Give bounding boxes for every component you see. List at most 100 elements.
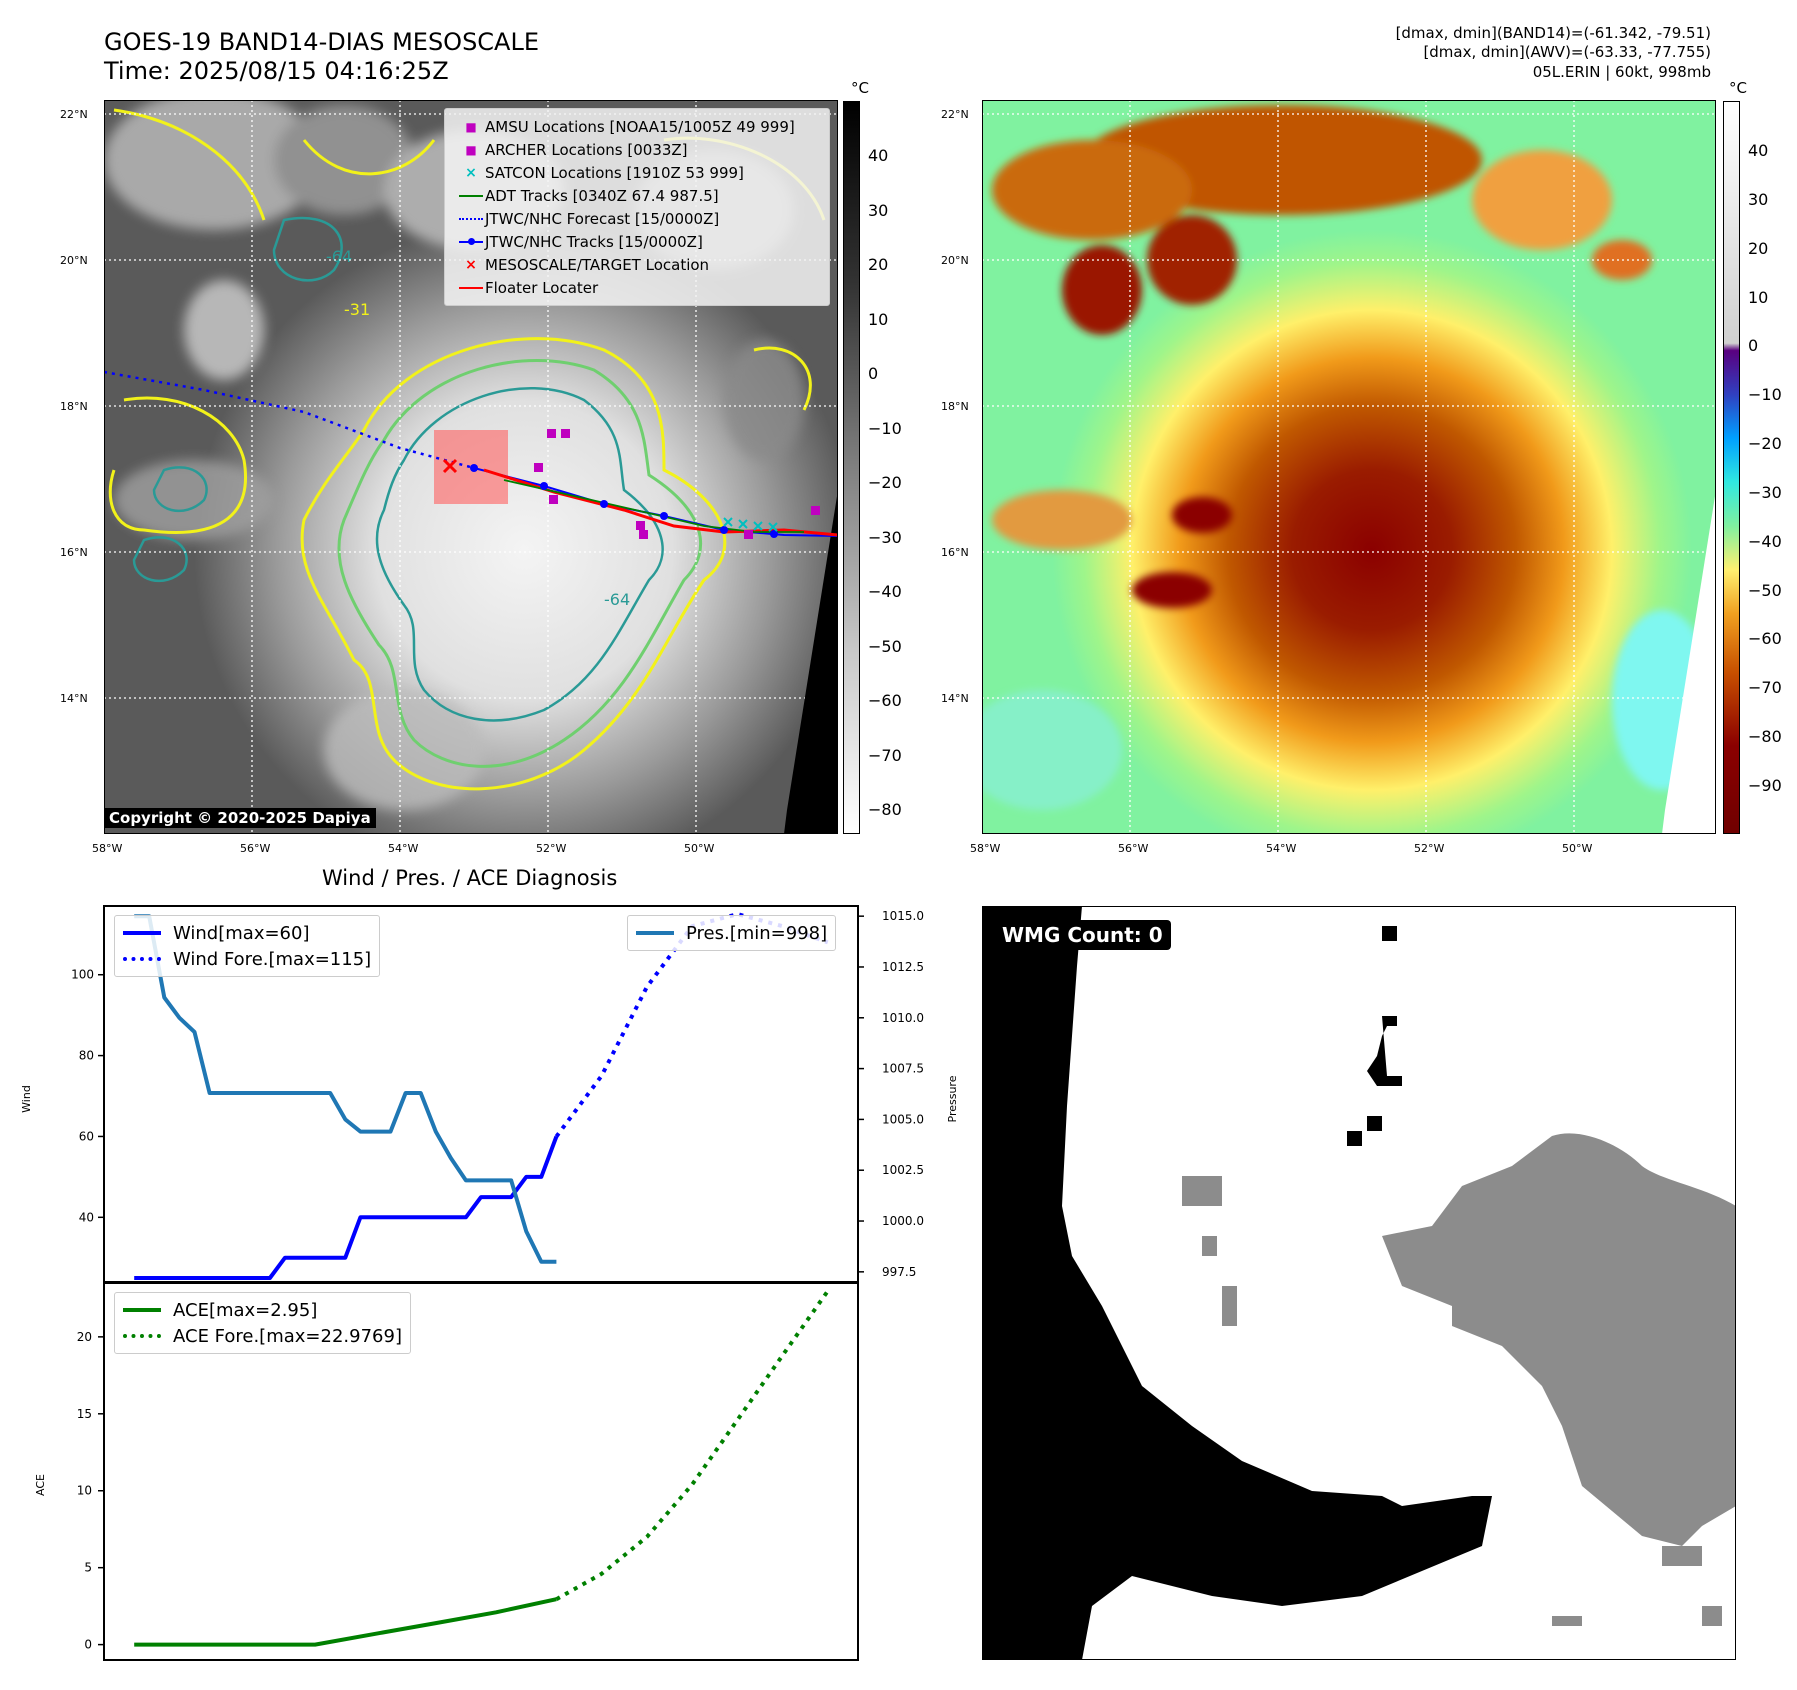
colorbar-tick: 0 [1748, 336, 1759, 356]
lon-label: 50°W [1562, 842, 1593, 855]
pressure-tick-label: 1012.5 [882, 960, 924, 974]
ace-tick-label: 0 [84, 1638, 92, 1652]
colorbar-tick: −90 [1748, 776, 1782, 795]
color-map [962, 99, 1717, 835]
lat-label: 22°N [60, 108, 88, 121]
ace-tick-label: 10 [77, 1484, 92, 1498]
wmg-black-region [982, 906, 1492, 1660]
wind-tick-label: 40 [79, 1210, 94, 1224]
copyright-label: Copyright © 2020-2025 Dapiya [104, 808, 376, 828]
legend-entry-wind-forecast: Wind Fore.[max=115] [123, 946, 371, 972]
wmg-gray-region [1382, 1133, 1736, 1546]
lat-label: 20°N [941, 254, 969, 267]
colorbar-tick: −70 [1748, 678, 1782, 698]
pressure-tick-label: 1007.5 [882, 1062, 924, 1076]
wind-pressure-series-2 [134, 914, 557, 1264]
colorbar-tick: 10 [1748, 287, 1769, 307]
pressure-tick-label: 1015.0 [882, 909, 924, 923]
ace-tick-label: 15 [77, 1407, 92, 1421]
colorbar-tick: 40 [1748, 141, 1769, 160]
lat-label: 18°N [941, 400, 969, 413]
pressure-tick-label: 1000.0 [882, 1214, 924, 1228]
colorbar-tick: 30 [1748, 189, 1769, 209]
wind-tick-label: 60 [79, 1129, 94, 1143]
info-band14: [dmax, dmin](BAND14)=(-61.342, -79.51) [1395, 24, 1711, 42]
legend-entry-amsu: ■ AMSU Locations [NOAA15/1005Z 49 999] [465, 117, 795, 136]
colorbar-tick: −70 [868, 745, 902, 765]
colorbar-tick: −10 [1748, 385, 1782, 405]
legend-entry-wind: Wind[max=60] [123, 920, 371, 946]
legend-entry-floater: Floater Locater [457, 276, 795, 299]
legend-entry-forecast: JTWC/NHC Forecast [15/0000Z] [457, 207, 795, 230]
ace-series-1 [555, 1289, 830, 1601]
colorbar-tick: −80 [1748, 727, 1782, 747]
pressure-tick-label: 1002.5 [882, 1163, 924, 1177]
ace-axis-label: ACE [34, 1474, 47, 1496]
lon-label: 54°W [1266, 842, 1297, 855]
legend-entry-jtwc: JTWC/NHC Tracks [15/0000Z] [457, 230, 795, 253]
lat-label: 14°N [60, 692, 88, 705]
pressure-tick-label: 1005.0 [882, 1112, 924, 1126]
lon-label: 58°W [92, 842, 123, 855]
info-storm: 05L.ERIN | 60kt, 998mb [1532, 63, 1711, 81]
wmg-frame [982, 906, 1736, 1660]
colorbar-tick: −40 [1748, 531, 1782, 551]
colorbar-tick: −60 [868, 691, 902, 710]
lat-label: 20°N [60, 254, 88, 267]
cold-cloud-tops [1132, 497, 1232, 608]
ace-tick-label: 5 [84, 1561, 92, 1575]
lon-label: 56°W [240, 842, 271, 855]
plot-time: Time: 2025/08/15 04:16:25Z [104, 57, 449, 85]
colorbar-tick: −60 [1748, 629, 1782, 649]
lat-label: 22°N [941, 108, 969, 121]
legend-entry-adt: ADT Tracks [0340Z 67.4 987.5] [457, 184, 795, 207]
ace-legend: ACE[max=2.95] ACE Fore.[max=22.9769] [114, 1292, 411, 1354]
colorbar-tick: −30 [868, 527, 902, 547]
wmg-count-badge: WMG Count: 0 [994, 920, 1171, 950]
wind-pressure-series-0 [134, 1135, 559, 1280]
lat-label: 18°N [60, 400, 88, 413]
color-map-panel [962, 99, 1717, 835]
color-colorbar [1723, 101, 1740, 834]
color-map-grid [982, 100, 1716, 834]
legend-entry-ace: ACE[max=2.95] [123, 1297, 402, 1323]
colorbar-tick: −50 [1748, 580, 1782, 600]
colorbar-tick: −10 [868, 418, 902, 438]
contour-label-1: -64 [326, 247, 352, 266]
jtwc-track-points [470, 464, 778, 538]
colorbar-tick: −20 [868, 473, 902, 492]
colorbar-tick: −80 [868, 800, 902, 819]
lat-label: 16°N [941, 546, 969, 559]
ace-series-0 [134, 1597, 557, 1647]
lon-label: 50°W [684, 842, 715, 855]
legend-entry-satcon: × SATCON Locations [1910Z 53 999] [465, 163, 744, 182]
pressure-tick-label: 997.5 [882, 1265, 916, 1279]
colorbar-tick: 40 [868, 146, 889, 165]
wind-axis-label: Wind [20, 1085, 33, 1113]
ace-tick-label: 20 [77, 1330, 92, 1344]
legend-entry-archer: ■ ARCHER Locations [0033Z] [465, 140, 688, 159]
colorbar-tick: 20 [1748, 238, 1769, 258]
legend-entry-ace-forecast: ACE Fore.[max=22.9769] [123, 1323, 402, 1349]
colorbar-tick: −40 [868, 582, 902, 601]
contour-label-2: -64 [604, 590, 630, 609]
colorbar-tick: −30 [1748, 482, 1782, 502]
ir-map-panel: -64 -64 -31 [103, 90, 839, 835]
lon-label: 56°W [1118, 842, 1149, 855]
info-awv: [dmax, dmin](AWV)=(-63.33, -77.755) [1423, 43, 1711, 61]
wind-legend: Wind[max=60] Wind Fore.[max=115] [114, 915, 381, 977]
lon-label: 54°W [388, 842, 419, 855]
colorbar-tick: 0 [868, 364, 879, 383]
lon-label: 52°W [1414, 842, 1445, 855]
wind-tick-label: 80 [79, 1049, 94, 1063]
gray-colorbar-unit: °C [851, 79, 869, 97]
pressure-legend: Pres.[min=998] [627, 915, 837, 951]
contour-label-3: -31 [344, 300, 370, 319]
wmg-panel: WMG Count: 0 [982, 906, 1736, 1660]
colorbar-tick: 30 [868, 200, 889, 220]
legend-entry-target: × MESOSCALE/TARGET Location [465, 255, 710, 274]
lat-label: 14°N [941, 692, 969, 705]
plot-title: GOES-19 BAND14-DIAS MESOSCALE [104, 28, 540, 56]
legend-entry-pressure: Pres.[min=998] [636, 920, 827, 946]
